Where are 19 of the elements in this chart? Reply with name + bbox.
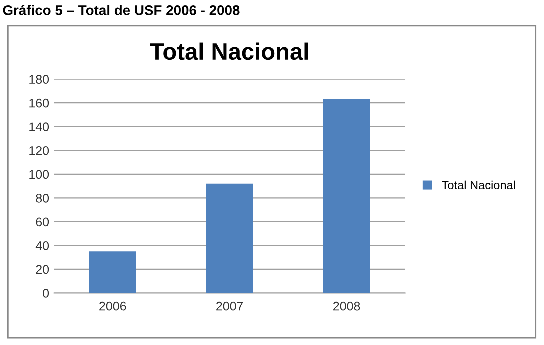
chart-title: Total Nacional [150, 42, 308, 60]
y-tick-label: 120 [30, 146, 50, 156]
y-tick-label: 80 [36, 194, 50, 203]
y-tick-label: 100 [30, 170, 50, 180]
text: Gráfico 5 – Total de USF 2006 - 2008 [3, 5, 240, 16]
x-tick-label: 2007 [216, 302, 244, 311]
bar [89, 252, 136, 294]
y-tick-label: 40 [36, 242, 50, 250]
y-tick-label: 140 [30, 122, 50, 132]
y-tick-label: 180 [30, 75, 50, 84]
x-tick-label: 2008 [334, 302, 360, 311]
y-tick-label: 0 [43, 289, 50, 298]
bar [323, 100, 370, 294]
x-tick-label: 2006 [100, 302, 126, 311]
y-tick-label: 160 [30, 98, 50, 108]
bar [206, 184, 254, 294]
legend-label: Total Nacional [442, 180, 516, 190]
y-tick-label: 20 [36, 265, 50, 274]
y-tick-label: 60 [36, 218, 50, 227]
